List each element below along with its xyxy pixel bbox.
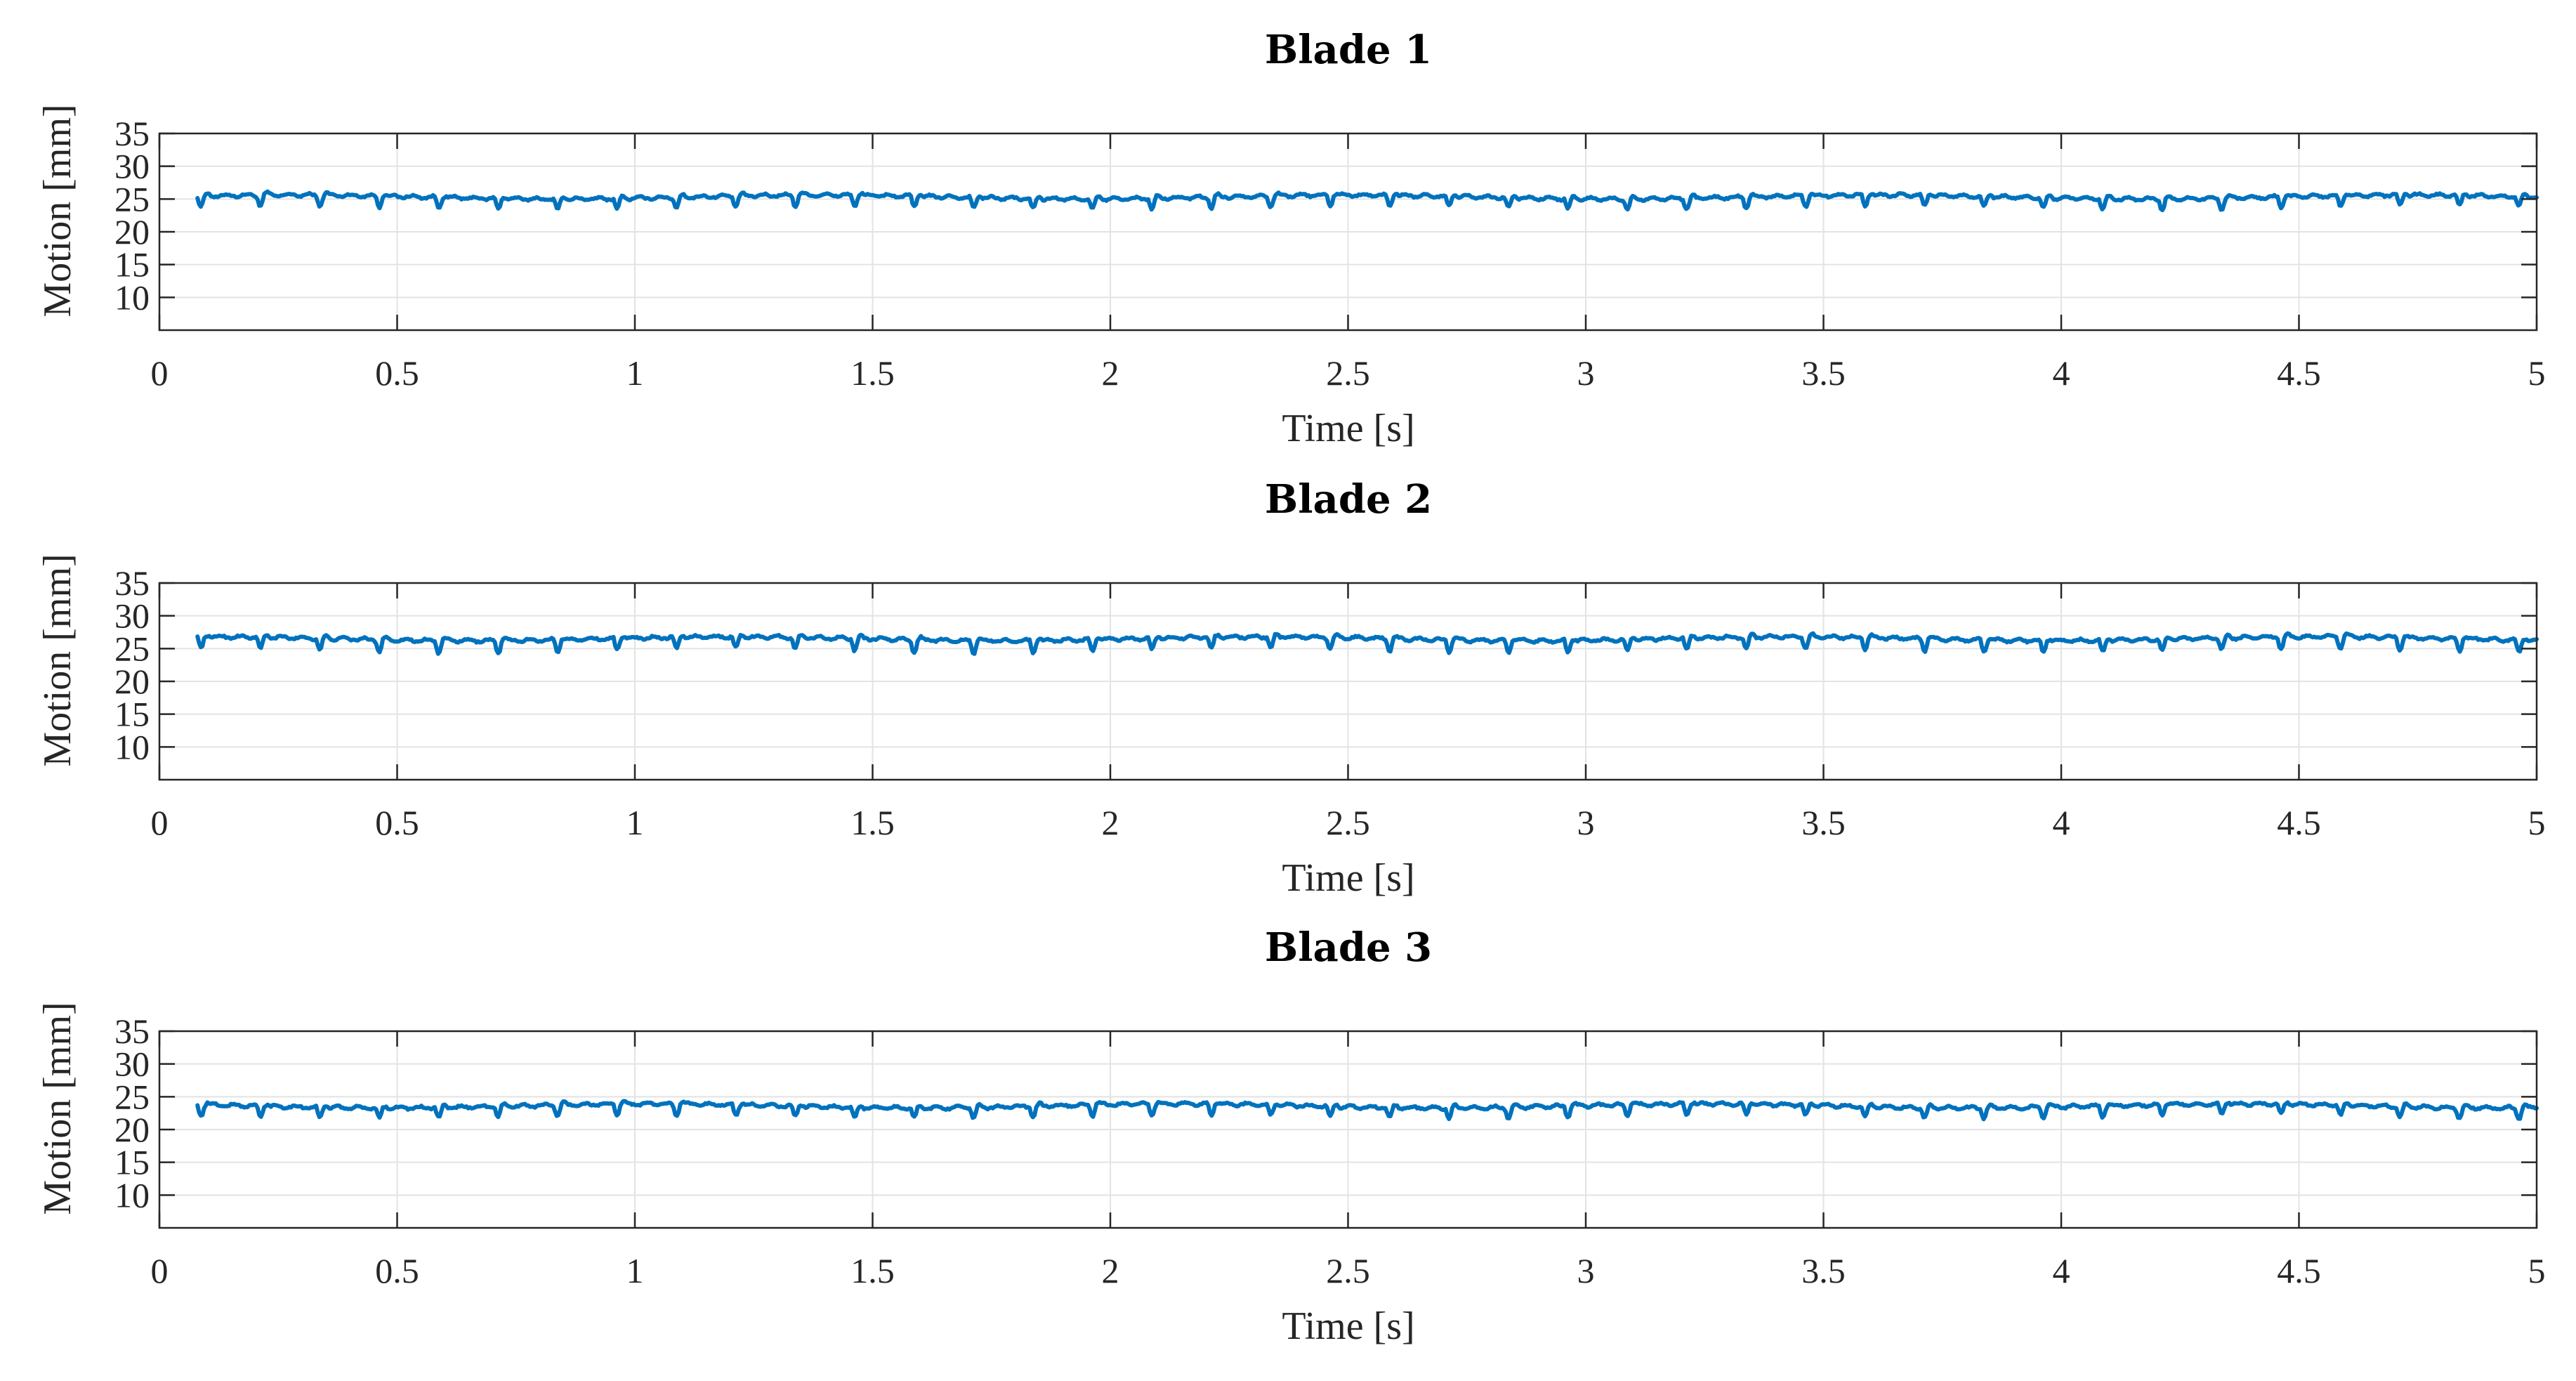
x-axis-label: Time [s] [1282, 856, 1414, 900]
x-axis-label: Time [s] [1282, 407, 1414, 450]
x-tick-label: 3.5 [1801, 353, 1846, 393]
panel-blade-3: Blade 3 0 0.5 1 1.5 2 2.5 3 3.5 4 4.5 5 10152025303… [36, 924, 2546, 1348]
x-tick-label: 3.5 [1801, 803, 1846, 842]
y-tick-label: 35 [114, 1012, 150, 1051]
y-tick-label: 30 [114, 1045, 150, 1084]
y-tick-label: 10 [114, 727, 150, 766]
x-tick-label: 2.5 [1326, 353, 1370, 393]
x-tick-label: 1.5 [850, 803, 895, 842]
panel-blade-1: Blade 1 0 0.5 1 1.5 2 2.5 3 3.5 4 4.5 5 10152025303… [36, 27, 2546, 450]
y-tick-label: 15 [114, 245, 150, 284]
x-tick-label: 0.5 [375, 1251, 419, 1290]
grid [159, 1031, 2537, 1228]
series-line [195, 631, 2539, 656]
x-tick-label: 0 [151, 803, 169, 842]
x-tick-label: 2 [1102, 353, 1119, 393]
x-tick-label: 1.5 [850, 1251, 895, 1290]
x-tick-label: 0 [151, 353, 169, 393]
chart-title: Blade 3 [1265, 924, 1432, 971]
x-tick-label: 5 [2528, 1251, 2546, 1290]
y-tick-label: 25 [114, 179, 150, 218]
grid [159, 583, 2537, 780]
x-tick-label: 2.5 [1326, 803, 1370, 842]
x-tick-label: 4 [2053, 803, 2070, 842]
x-tick-label: 4 [2053, 353, 2070, 393]
x-tick-label: 4.5 [2277, 803, 2321, 842]
y-tick-label: 25 [114, 1077, 150, 1116]
x-axis-label: Time [s] [1282, 1304, 1414, 1348]
x-tick-label: 4.5 [2277, 1251, 2321, 1290]
y-axis-label: Motion [mm] [36, 554, 79, 766]
x-tick-label: 1 [626, 1251, 644, 1290]
x-tick-label: 5 [2528, 353, 2546, 393]
y-tick-label: 15 [114, 1143, 150, 1182]
x-tick-label: 0.5 [375, 353, 419, 393]
x-tick-label: 4 [2053, 1251, 2070, 1290]
x-tick-label: 2 [1102, 1251, 1119, 1290]
y-tick-label: 20 [114, 212, 150, 251]
y-tick-label: 25 [114, 629, 150, 668]
x-tick-label: 2.5 [1326, 1251, 1370, 1290]
y-tick-label: 10 [114, 277, 150, 317]
x-tick-label: 1.5 [850, 353, 895, 393]
series-layer [195, 189, 2539, 213]
series-line [195, 1099, 2539, 1122]
y-tick-label: 20 [114, 662, 150, 701]
series-line [195, 189, 2539, 213]
series-layer [195, 1099, 2539, 1122]
panel-blade-2: Blade 2 0 0.5 1 1.5 2 2.5 3 3.5 4 4.5 5 10152025303… [36, 476, 2546, 900]
y-tick-label: 10 [114, 1175, 150, 1215]
x-tick-label: 3 [1577, 1251, 1595, 1290]
y-tick-label: 35 [114, 114, 150, 153]
grid [159, 133, 2537, 330]
x-tick-label: 1 [626, 803, 644, 842]
x-tick-label: 0.5 [375, 803, 419, 842]
y-tick-label: 15 [114, 695, 150, 734]
y-axis-label: Motion [mm] [36, 104, 79, 317]
y-tick-label: 30 [114, 596, 150, 636]
x-tick-label: 3 [1577, 353, 1595, 393]
x-tick-label: 5 [2528, 803, 2546, 842]
y-tick-label: 20 [114, 1110, 150, 1149]
y-axis-label: Motion [mm] [36, 1002, 79, 1215]
chart-title: Blade 2 [1265, 476, 1432, 523]
x-tick-label: 3 [1577, 803, 1595, 842]
x-tick-label: 4.5 [2277, 353, 2321, 393]
x-tick-label: 2 [1102, 803, 1119, 842]
y-tick-label: 35 [114, 563, 150, 603]
x-tick-label: 1 [626, 353, 644, 393]
x-tick-label: 3.5 [1801, 1251, 1846, 1290]
series-layer [195, 631, 2539, 656]
x-tick-label: 0 [151, 1251, 169, 1290]
chart-title: Blade 1 [1265, 27, 1432, 73]
y-tick-label: 30 [114, 147, 150, 186]
